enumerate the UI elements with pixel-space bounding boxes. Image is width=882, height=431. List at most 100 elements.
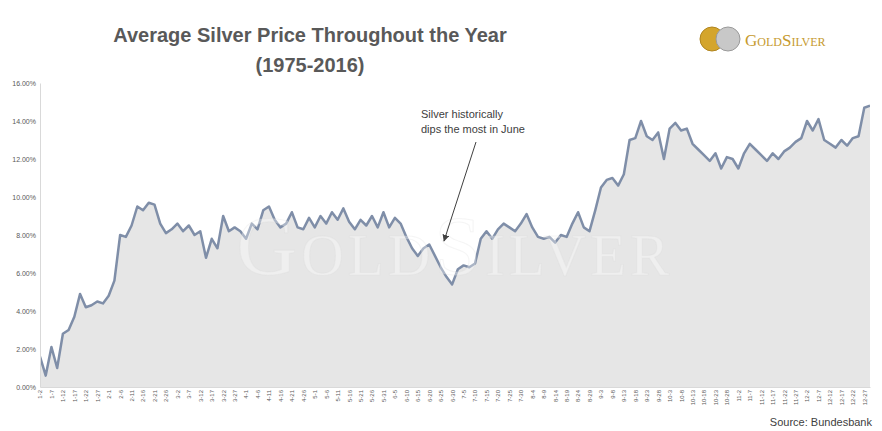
annotation-arrow xyxy=(444,142,476,241)
y-tick: 10.00% xyxy=(12,194,40,201)
x-tick-label: 2-21 xyxy=(152,389,158,402)
x-tick: 4-1 xyxy=(243,387,249,399)
x-tick-label: 10-23 xyxy=(713,389,719,405)
x-tick: 7-25 xyxy=(507,387,513,402)
x-tick: 4-16 xyxy=(278,387,284,402)
x-tick: 6-25 xyxy=(438,387,444,402)
x-tick-label: 12-7 xyxy=(816,389,822,402)
x-tick: 11-17 xyxy=(770,387,776,405)
x-tick: 6-30 xyxy=(450,387,456,402)
x-tick-label: 6-25 xyxy=(438,389,444,402)
x-tick-label: 3-22 xyxy=(221,389,227,402)
x-tick-label: 4-21 xyxy=(289,389,295,402)
x-tick-label: 12-27 xyxy=(862,389,868,405)
y-axis: 0.00%2.00%4.00%6.00%8.00%10.00%12.00%14.… xyxy=(12,80,40,391)
x-tick-label: 8-24 xyxy=(575,389,581,402)
x-tick-label: 1-27 xyxy=(95,389,101,402)
x-tick-label: 4-16 xyxy=(278,389,284,402)
logo: GoldSilver xyxy=(700,27,826,51)
x-tick: 3-22 xyxy=(221,387,227,402)
annotation-text: dips the most in June xyxy=(421,123,525,135)
source: Source: Bundesbank xyxy=(770,416,873,428)
y-tick: 0.00% xyxy=(16,384,40,391)
x-tick-label: 8-19 xyxy=(564,389,570,402)
x-tick: 4-11 xyxy=(266,387,272,402)
x-tick: 2-16 xyxy=(140,387,146,402)
x-tick-label: 11-27 xyxy=(793,389,799,405)
x-tick-label: 4-11 xyxy=(266,389,272,401)
x-tick-label: 2-1 xyxy=(106,389,112,398)
y-tick-label: 14.00% xyxy=(12,118,36,125)
x-tick: 12-2 xyxy=(804,387,810,402)
x-tick-label: 1-7 xyxy=(49,389,55,398)
x-tick-label: 5-31 xyxy=(381,389,387,402)
x-tick: 6-15 xyxy=(415,387,421,402)
x-tick-label: 2-11 xyxy=(129,389,135,401)
x-tick-label: 9-18 xyxy=(633,389,639,402)
x-tick: 1-22 xyxy=(83,387,89,402)
x-tick: 2-26 xyxy=(163,387,169,402)
x-axis-line xyxy=(41,387,871,388)
x-tick-label: 7-10 xyxy=(472,389,478,402)
x-tick-label: 5-11 xyxy=(335,389,341,401)
x-tick: 12-27 xyxy=(862,387,868,405)
x-tick-label: 10-28 xyxy=(724,389,730,405)
line xyxy=(40,106,870,376)
x-tick: 12-7 xyxy=(816,387,822,402)
x-tick-label: 5-1 xyxy=(312,389,318,398)
x-tick: 7-10 xyxy=(472,387,478,402)
x-tick: 6-5 xyxy=(392,387,398,399)
x-tick: 3-17 xyxy=(209,387,215,402)
x-tick: 8-9 xyxy=(541,387,547,399)
x-tick-label: 8-29 xyxy=(587,389,593,402)
y-axis-line xyxy=(40,84,41,388)
x-tick: 11-27 xyxy=(793,387,799,405)
y-tick-label: 6.00% xyxy=(16,270,36,277)
x-tick: 5-31 xyxy=(381,387,387,402)
x-tick: 11-7 xyxy=(747,387,753,402)
x-tick: 11-2 xyxy=(736,387,742,402)
x-tick-label: 12-2 xyxy=(804,389,810,402)
x-tick: 8-19 xyxy=(564,387,570,402)
x-tick: 5-6 xyxy=(324,387,330,399)
x-tick-label: 8-14 xyxy=(553,389,559,402)
x-tick-label: 1-22 xyxy=(83,389,89,402)
x-tick: 8-4 xyxy=(530,387,536,399)
x-tick-label: 6-15 xyxy=(415,389,421,402)
y-tick: 6.00% xyxy=(16,270,40,277)
y-tick: 12.00% xyxy=(12,156,40,163)
x-tick: 4-26 xyxy=(301,387,307,402)
x-tick-label: 3-2 xyxy=(175,389,181,398)
x-tick-label: 9-3 xyxy=(598,389,604,398)
x-tick-label: 12-12 xyxy=(827,389,833,405)
x-tick-label: 10-3 xyxy=(667,389,673,402)
x-tick-label: 4-1 xyxy=(243,389,249,398)
logo-coin-silver xyxy=(716,27,740,51)
x-tick: 10-23 xyxy=(713,387,719,405)
x-tick: 3-7 xyxy=(186,387,192,399)
x-tick: 6-10 xyxy=(404,387,410,402)
annotation-text: Silver historically xyxy=(421,108,503,120)
x-tick-label: 11-2 xyxy=(736,389,742,401)
x-axis: 1-21-71-121-171-221-272-12-62-112-162-21… xyxy=(37,387,870,405)
x-tick-label: 3-12 xyxy=(198,389,204,402)
x-tick-label: 1-2 xyxy=(37,389,43,398)
x-tick-label: 11-7 xyxy=(747,389,753,401)
y-tick-label: 8.00% xyxy=(16,232,36,239)
x-tick-label: 9-8 xyxy=(610,389,616,398)
x-tick: 5-1 xyxy=(312,387,318,399)
x-tick-label: 6-20 xyxy=(427,389,433,402)
x-tick: 12-22 xyxy=(850,387,856,405)
x-tick: 3-27 xyxy=(232,387,238,402)
x-tick: 1-27 xyxy=(95,387,101,402)
x-tick: 9-8 xyxy=(610,387,616,399)
x-tick-label: 9-28 xyxy=(656,389,662,402)
x-tick-label: 7-20 xyxy=(495,389,501,402)
x-tick: 2-21 xyxy=(152,387,158,402)
x-tick: 8-14 xyxy=(553,387,559,402)
x-tick: 11-12 xyxy=(759,387,765,405)
subtitle: (1975-2016) xyxy=(256,54,365,76)
x-tick: 5-21 xyxy=(358,387,364,402)
x-tick-label: 9-13 xyxy=(621,389,627,402)
y-tick: 2.00% xyxy=(16,346,40,353)
